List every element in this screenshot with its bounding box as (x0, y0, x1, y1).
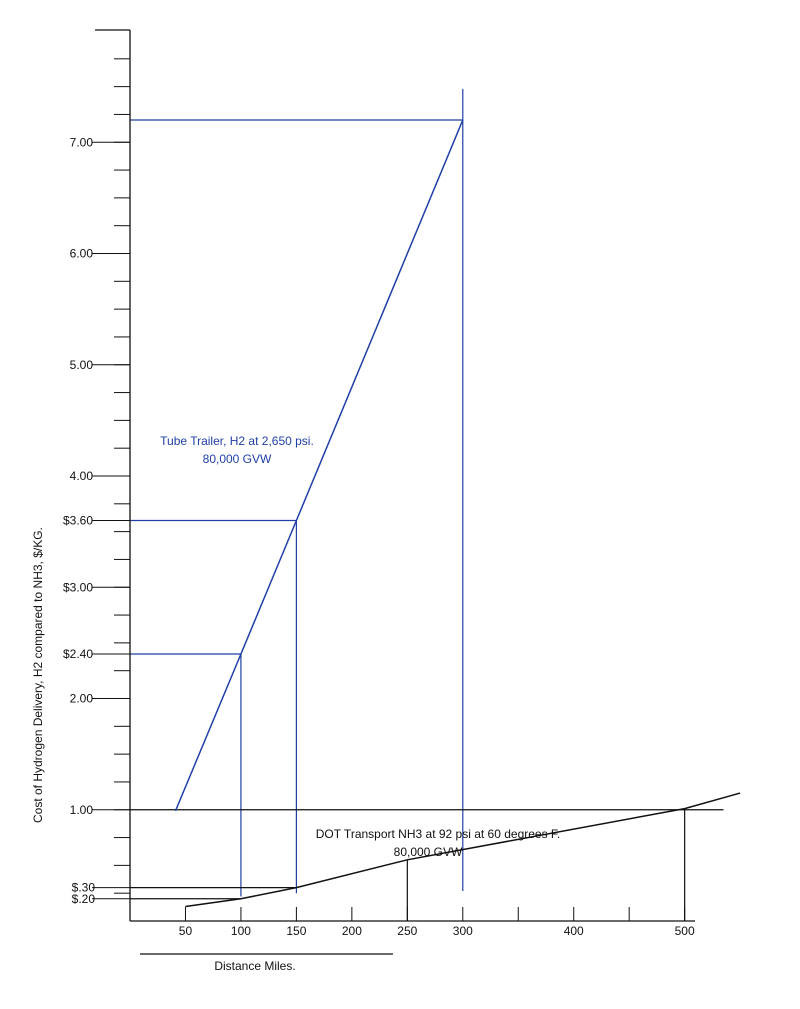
y-tick-label: $.20 (72, 892, 96, 906)
series-line-tube-trailer (174, 119, 464, 812)
y-tick-label: 4.00 (70, 469, 94, 483)
y-tick-label: 6.00 (70, 247, 94, 261)
labels: Tube Trailer, H2 at 2,650 psi. 80,000 GVW… (160, 434, 560, 859)
x-tick-label: 100 (231, 924, 251, 938)
y-tick-label: $3.60 (63, 514, 93, 528)
x-tick-label: 150 (286, 924, 306, 938)
series-line-dot-transport (185, 792, 741, 908)
dot-transport-label: DOT Transport NH3 at 92 psi at 60 degree… (316, 827, 561, 841)
y-tick-label: 2.00 (70, 692, 94, 706)
x-tick-label: 500 (675, 924, 695, 938)
x-tick-label: 300 (453, 924, 473, 938)
y-tick-label: 5.00 (70, 358, 94, 372)
y-tick-label: 1.00 (70, 803, 94, 817)
series-lines (174, 119, 741, 908)
y-tick-label: $3.00 (63, 580, 93, 594)
y-axis-title: Cost of Hydrogen Delivery, H2 compared t… (31, 527, 45, 823)
tube-trailer-sublabel: 80,000 GVW (203, 452, 272, 466)
tube-trailer-label: Tube Trailer, H2 at 2,650 psi. (160, 434, 314, 448)
x-tick-label: 250 (397, 924, 417, 938)
axes: 7.00 6.00 5.00 4.00 $3.60 $3.00 $2.40 2.00 1.00 $… (31, 29, 695, 973)
x-axis-title: Distance Miles. (214, 959, 295, 973)
dot-transport-sublabel: 80,000 GVW (394, 845, 463, 859)
y-tick-label: $2.40 (63, 647, 93, 661)
y-tick-label: 7.00 (70, 135, 94, 149)
x-tick-label: 50 (179, 924, 193, 938)
x-tick-label: 400 (564, 924, 584, 938)
reference-lines (130, 88, 724, 921)
x-tick-label: 200 (342, 924, 362, 938)
y-tick-label: $.30 (72, 881, 96, 895)
